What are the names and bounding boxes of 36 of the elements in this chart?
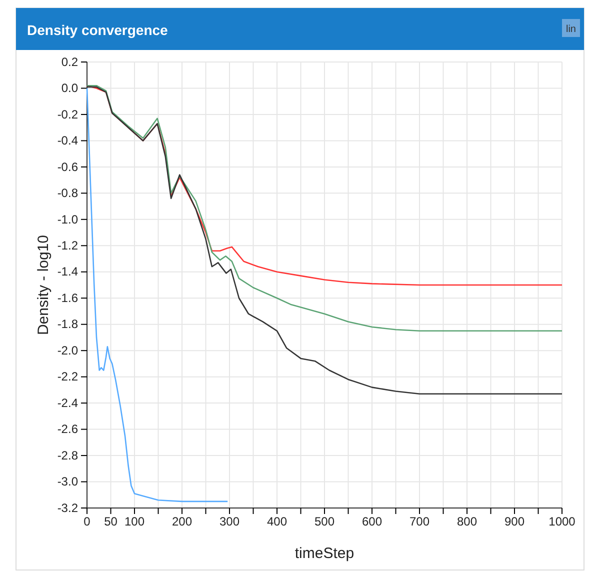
y-tick-label: -0.8	[57, 186, 78, 200]
x-tick-label: 600	[362, 514, 382, 529]
x-tick-label: 500	[314, 514, 335, 529]
y-tick-label: -2.0	[57, 343, 78, 358]
y-tick-label: -1.8	[57, 317, 78, 332]
y-tick-label: -2.2	[57, 370, 78, 384]
y-tick-label: -1.4	[57, 264, 78, 279]
y-tick-label: 0.0	[61, 81, 78, 96]
y-tick-label: -2.6	[57, 422, 78, 436]
x-tick-label: 200	[172, 514, 192, 529]
x-tick-label: 800	[456, 514, 478, 529]
y-tick-label: -2.4	[57, 396, 78, 410]
x-tick-label: 1000	[548, 514, 576, 529]
scale-toggle-button: lin	[562, 19, 580, 37]
x-tick-label: 300	[219, 514, 240, 529]
y-tick-label: 0.2	[61, 54, 78, 69]
y-tick-label: -1.0	[57, 212, 78, 226]
line-series	[86, 84, 563, 332]
x-tick-label: 900	[504, 514, 525, 529]
x-tick-label: 50	[104, 514, 118, 529]
x-tick-label: 700	[409, 514, 430, 529]
y-tick-label: -0.6	[57, 160, 78, 174]
x-axis-title: timeStep	[294, 545, 354, 562]
line-series	[86, 88, 228, 502]
x-tick-label: 0	[84, 514, 91, 529]
chart-title: Density convergence	[27, 22, 168, 38]
y-tick-label: -0.4	[57, 134, 78, 148]
x-tick-label: 100	[124, 514, 145, 529]
y-tick-label: -3.2	[57, 500, 78, 515]
y-tick-label: -1.2	[57, 238, 78, 252]
x-tick-label: 400	[266, 514, 288, 529]
y-tick-label: -1.6	[57, 290, 78, 305]
y-axis-title: Density - log10	[35, 234, 52, 336]
y-tick-label: -3.0	[57, 474, 78, 489]
y-tick-label: -2.8	[57, 448, 78, 462]
y-tick-label: -0.2	[57, 107, 78, 122]
